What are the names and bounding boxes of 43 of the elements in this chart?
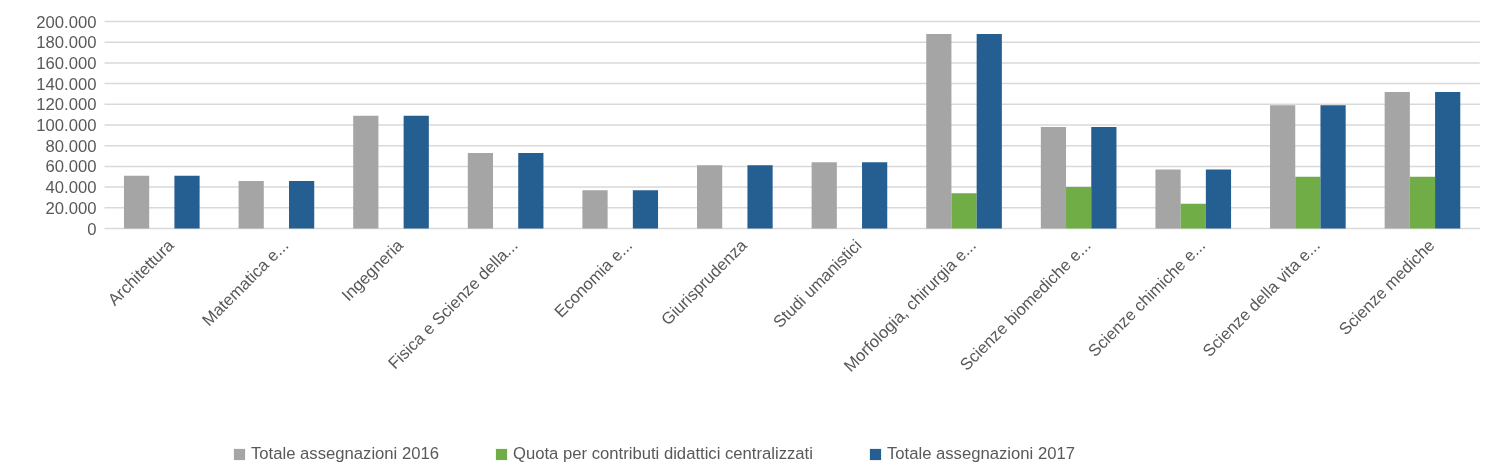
- y-tick-label: 60.000: [45, 157, 97, 177]
- bar: [1205, 169, 1232, 229]
- bar: [1384, 91, 1410, 229]
- legend-label: Quota per contributi didattici centralizzati: [512, 444, 813, 464]
- bar: [1066, 187, 1092, 229]
- y-tick-label: 200.000: [36, 12, 97, 32]
- bar: [811, 162, 837, 229]
- bar: [747, 165, 773, 229]
- y-tick-label: 80.000: [45, 136, 97, 156]
- bar: [289, 180, 315, 229]
- bar: [1270, 105, 1296, 229]
- bar: [1040, 127, 1067, 229]
- bar: [632, 190, 659, 229]
- bar: [926, 33, 952, 229]
- bar: [697, 165, 723, 229]
- bar: [123, 175, 150, 229]
- bar: [1295, 176, 1321, 229]
- bar: [1409, 176, 1436, 229]
- bar: [238, 180, 264, 229]
- y-tick-label: 0: [87, 219, 97, 239]
- y-tick-label: 40.000: [45, 178, 97, 198]
- bar: [1320, 105, 1346, 229]
- y-tick-label: 100.000: [36, 116, 97, 135]
- legend-label: Totale assegnazioni 2016: [251, 444, 439, 464]
- bar: [1155, 169, 1181, 229]
- bar: [467, 152, 494, 229]
- bar: [1091, 127, 1117, 229]
- legend-label: Totale assegnazioni 2017: [886, 444, 1075, 464]
- y-tick-label: 140.000: [36, 74, 97, 94]
- y-tick-label: 180.000: [36, 33, 97, 53]
- bar: [582, 190, 608, 229]
- bar: [518, 152, 544, 229]
- y-tick-label: 120.000: [36, 95, 97, 115]
- bar: [403, 115, 429, 229]
- bar: [353, 115, 379, 229]
- y-tick-label: 160.000: [36, 53, 97, 73]
- bar: [862, 162, 888, 229]
- bar: [1435, 91, 1461, 229]
- bar: [1180, 203, 1206, 229]
- bar: [976, 33, 1002, 229]
- bar: [174, 175, 200, 229]
- y-tick-label: 20.000: [45, 198, 97, 218]
- bar: [951, 193, 977, 229]
